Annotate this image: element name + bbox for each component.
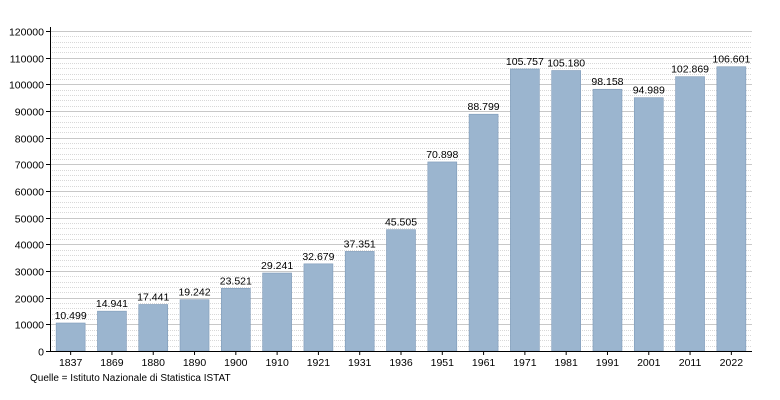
x-tick-label: 1869	[100, 357, 124, 369]
bar	[221, 287, 251, 352]
bar-value-label: 98.158	[591, 76, 623, 88]
y-tick-label: 90000	[15, 107, 44, 119]
bar	[427, 161, 458, 352]
bar	[675, 76, 705, 352]
bar	[716, 66, 747, 352]
y-tick-label: 0	[38, 347, 44, 359]
bar	[138, 304, 169, 352]
bar	[179, 299, 210, 352]
y-tick-label: 60000	[15, 187, 44, 199]
bar	[97, 310, 127, 352]
x-tick-label: 1971	[513, 357, 537, 369]
x-tick-label: 1910	[265, 357, 289, 369]
y-tick-label: 120000	[9, 27, 44, 39]
x-tick-label: 1921	[307, 357, 331, 369]
bar-value-label: 70.898	[426, 149, 458, 161]
bar-value-label: 94.989	[633, 85, 665, 97]
bar-value-label: 32.679	[302, 251, 334, 263]
bar	[633, 97, 664, 352]
y-tick-label: 20000	[15, 294, 44, 306]
bar	[262, 272, 292, 352]
x-tick-label: 1961	[472, 357, 496, 369]
bar-value-label: 37.351	[344, 238, 376, 250]
x-tick-label: 2011	[679, 357, 702, 369]
bar	[55, 322, 86, 352]
bar	[592, 88, 623, 352]
bar	[386, 229, 416, 352]
y-tick-label: 30000	[15, 267, 44, 279]
y-tick-labels: 0 10000 20000 30000 40000 50000 60000 70000 8000…	[9, 27, 44, 359]
bar	[551, 70, 581, 352]
x-tick-label: 1981	[554, 357, 578, 369]
bar	[468, 113, 499, 352]
x-tick-label: 1931	[348, 357, 372, 369]
bar-value-label: 29.241	[261, 260, 293, 272]
x-tick-label: 1880	[142, 357, 166, 369]
y-tick-label: 50000	[15, 214, 44, 226]
bar-value-label: 106.601	[712, 54, 750, 66]
bar-value-label: 45.505	[385, 217, 417, 229]
y-tick-label: 80000	[15, 134, 44, 146]
x-tick-labels: 1837 1869 1880 1890 1900 1910 1921 1931 1936 1951…	[59, 357, 743, 369]
source-note: Quelle = Istituto Nazionale di Statistic…	[30, 373, 231, 384]
bar-value-label: 105.180	[547, 58, 585, 70]
x-tick-label: 1837	[59, 357, 83, 369]
bar-value-label: 88.799	[468, 101, 500, 113]
x-tick-label: 2001	[637, 357, 661, 369]
y-tick-label: 100000	[9, 80, 44, 92]
x-tick-label: 1991	[596, 357, 620, 369]
bar-value-label: 10.499	[55, 310, 87, 322]
bar-value-label: 23.521	[220, 275, 252, 287]
x-tick-label: 2022	[720, 357, 744, 369]
x-tick-label: 1890	[183, 357, 207, 369]
value-labels: 10.499 14.941 17.441 19.242 23.521 29.241 32.6…	[55, 54, 751, 322]
y-tick-label: 70000	[15, 160, 44, 172]
bar	[344, 251, 375, 352]
x-tick-label: 1936	[389, 357, 413, 369]
bars	[55, 66, 747, 352]
bar	[510, 68, 540, 352]
bar-value-label: 17.441	[137, 291, 169, 303]
bar-value-label: 105.757	[506, 56, 544, 68]
bar-value-label: 14.941	[96, 298, 128, 310]
x-tick-label: 1900	[224, 357, 248, 369]
bar	[303, 263, 334, 352]
y-tick-label: 110000	[10, 54, 44, 66]
y-tick-label: 40000	[15, 240, 44, 252]
x-tick-label: 1951	[431, 357, 455, 369]
bar-value-label: 102.869	[671, 64, 709, 76]
axes	[46, 27, 752, 355]
y-tick-label: 10000	[15, 320, 44, 332]
bar-value-label: 19.242	[178, 287, 210, 299]
